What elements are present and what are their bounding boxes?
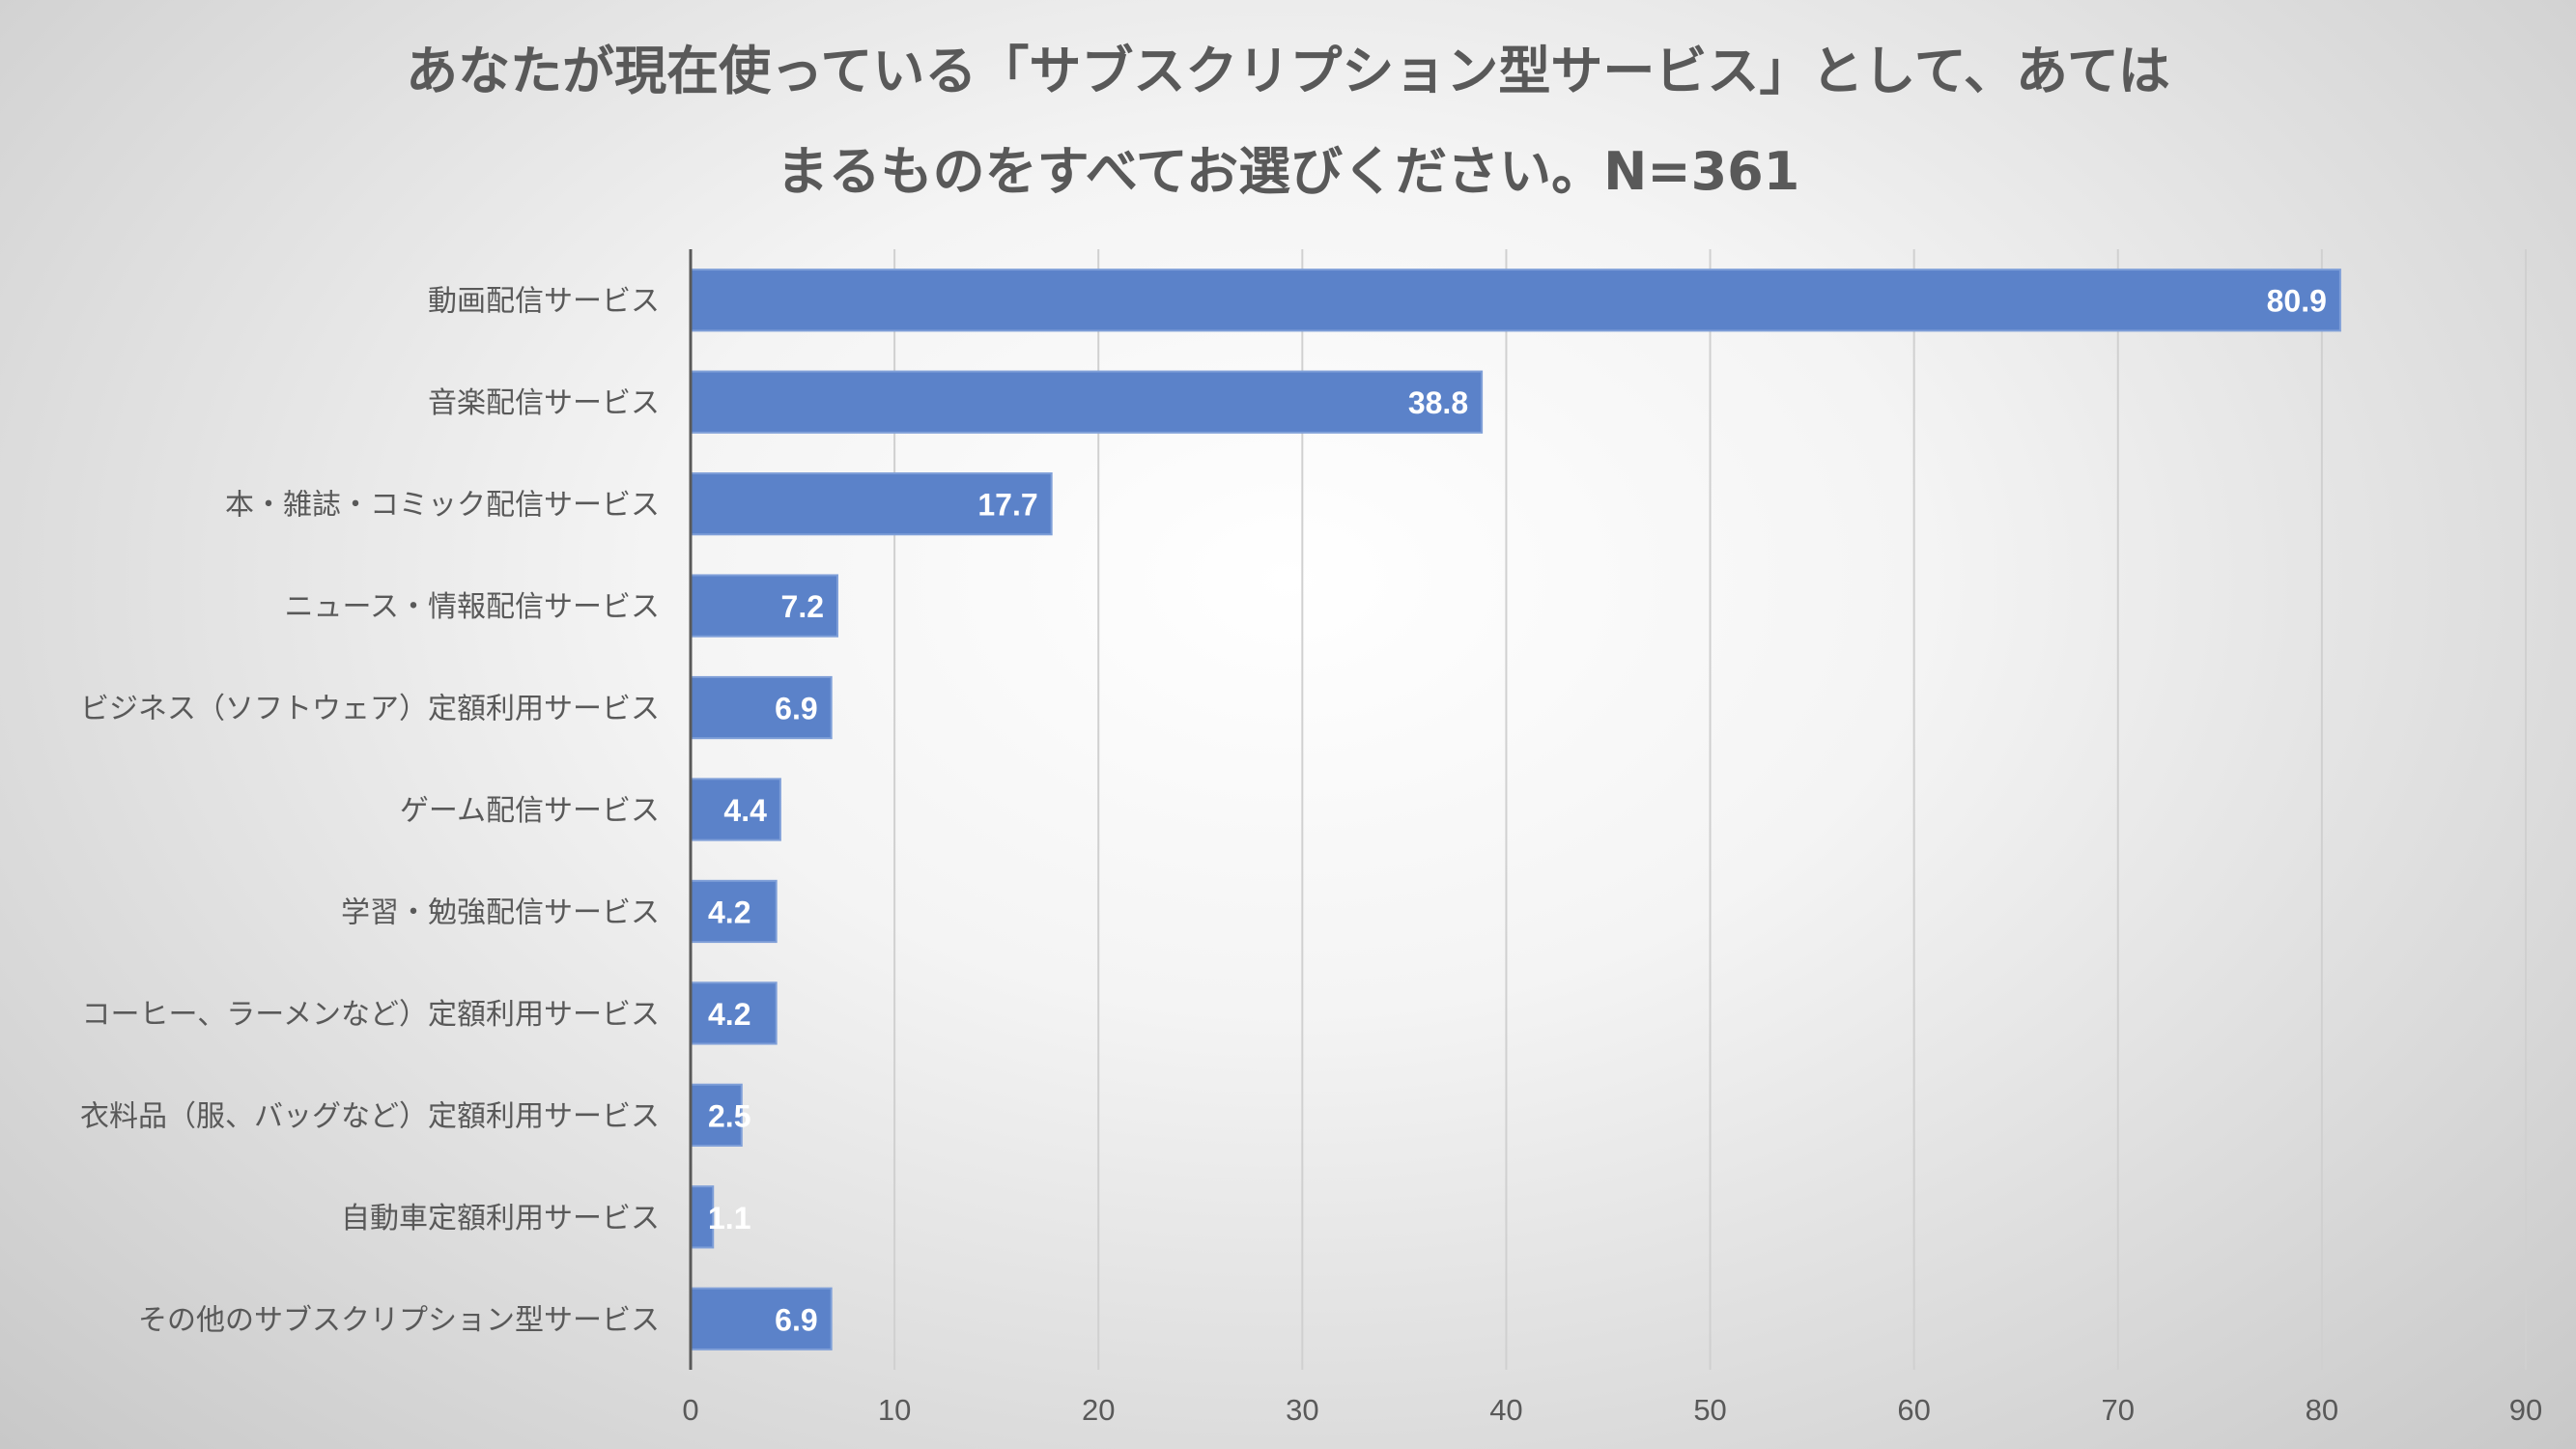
data-label: 4.4 [723,793,767,828]
data-label: 1.1 [708,1201,750,1236]
bar [690,574,838,638]
category-label: 音楽配信サービス [428,386,660,420]
data-label: 7.2 [781,589,824,624]
bar [690,981,778,1045]
chart-title-line-1: あなたが現在使っている「サブスクリプション型サービス」として、あては [406,41,2170,101]
category-label: 自動車定額利用サービス [341,1202,660,1236]
category-label: その他のサブスクリプション型サービス [138,1303,660,1337]
category-label: ゲーム配信サービス [400,794,660,828]
data-label: 4.2 [708,997,750,1032]
x-tick-label: 20 [1082,1393,1115,1427]
x-tick-label: 60 [1897,1393,1930,1427]
chart-title: あなたが現在使っている「サブスクリプション型サービス」として、あては まるものを… [0,21,2576,222]
x-tick-label: 50 [1693,1393,1726,1427]
x-tick-label: 70 [2102,1393,2135,1427]
category-label: ニュース・情報配信サービス [285,590,661,624]
x-tick-label: 80 [2306,1393,2338,1427]
bar [690,879,778,944]
category-label: コーヒー、ラーメンなど）定額利用サービス [82,998,661,1032]
bar [690,1287,833,1350]
x-tick-label: 90 [2509,1393,2542,1427]
category-label: 衣料品（服、バッグなど）定額利用サービス [80,1099,660,1133]
x-tick-label: 30 [1286,1393,1318,1427]
data-label: 2.5 [708,1098,750,1133]
x-tick-label: 0 [682,1393,698,1427]
bars [690,269,2341,1350]
labels: 0 10 20 30 40 50 60 70 80 90 動画配信サービス 80.9 音楽配信サービス 3… [80,284,2542,1427]
x-tick-label: 10 [878,1393,911,1427]
category-label: 学習・勉強配信サービス [341,895,660,929]
chart-title-line-2: まるものをすべてお選びください。N=361 [776,141,1800,202]
data-label: 4.2 [708,895,750,929]
data-label: 6.9 [775,1302,817,1337]
gridlines [893,249,2527,1370]
bar [690,778,781,841]
bar [690,675,833,740]
data-label: 6.9 [775,692,817,726]
category-label: 本・雑誌・コミック配信サービス [225,489,660,523]
data-label: 80.9 [2267,284,2327,319]
category-label: ビジネス（ソフトウェア）定額利用サービス [80,693,660,726]
data-label: 38.8 [1408,385,1468,420]
data-label: 17.7 [977,488,1037,523]
x-tick-label: 40 [1489,1393,1522,1427]
bar [690,370,1484,434]
bar [690,1083,743,1148]
category-label: 動画配信サービス [428,285,660,319]
bar [690,269,2341,332]
